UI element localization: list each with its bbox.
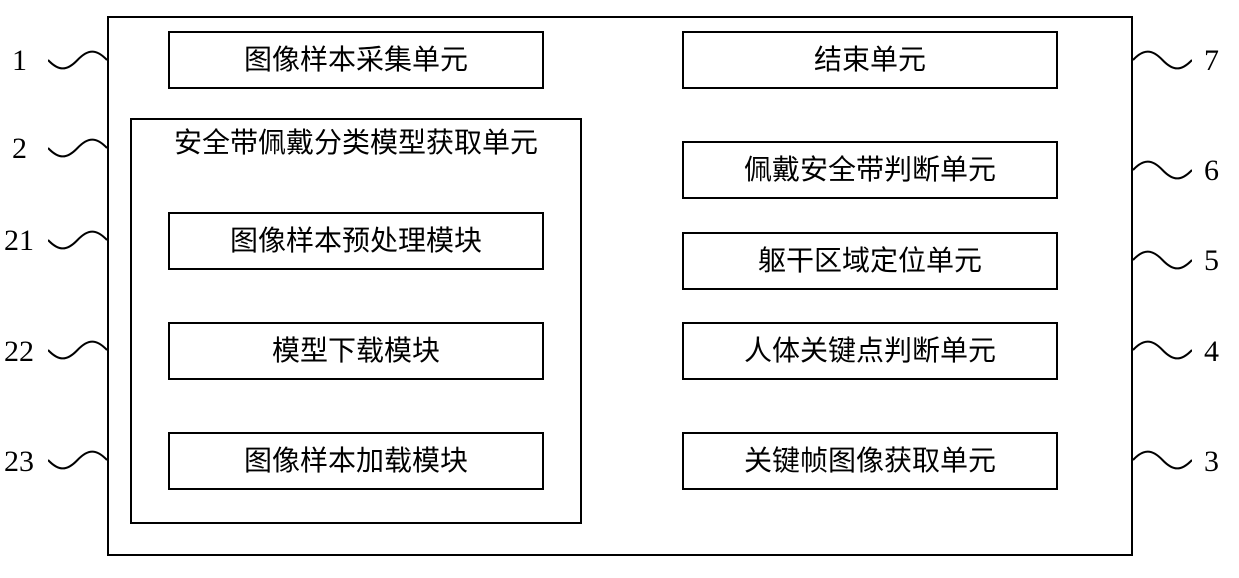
unit-body-keypoint-judge: 人体关键点判断单元 (682, 322, 1058, 380)
connector-7 (1133, 50, 1192, 70)
ref-label-3: 3 (1204, 445, 1219, 479)
connector-4 (1133, 340, 1192, 360)
unit-body-keypoint-judge-label: 人体关键点判断单元 (744, 334, 996, 369)
connector-2 (48, 138, 107, 158)
unit-torso-region-locate-label: 躯干区域定位单元 (758, 244, 982, 279)
unit-image-sample-collect-label: 图像样本采集单元 (244, 43, 468, 78)
module-image-sample-preprocess-label: 图像样本预处理模块 (230, 224, 482, 259)
connector-23 (48, 450, 107, 470)
module-image-sample-load-label: 图像样本加载模块 (244, 444, 468, 479)
ref-label-21: 21 (4, 224, 34, 258)
unit-end-label: 结束单元 (814, 43, 926, 78)
ref-label-1: 1 (12, 44, 27, 78)
module-image-sample-load: 图像样本加载模块 (168, 432, 544, 490)
ref-label-4: 4 (1204, 335, 1219, 369)
connector-22 (48, 340, 107, 360)
module-model-download: 模型下载模块 (168, 322, 544, 380)
unit-seatbelt-worn-judge-label: 佩戴安全带判断单元 (744, 153, 996, 188)
unit-seatbelt-classification-model-title: 安全带佩戴分类模型获取单元 (132, 126, 580, 161)
ref-label-7: 7 (1204, 44, 1219, 78)
connector-3 (1133, 450, 1192, 470)
unit-keyframe-image-acquire: 关键帧图像获取单元 (682, 432, 1058, 490)
module-model-download-label: 模型下载模块 (272, 334, 440, 369)
connector-1 (48, 50, 107, 70)
unit-torso-region-locate: 躯干区域定位单元 (682, 232, 1058, 290)
unit-seatbelt-worn-judge: 佩戴安全带判断单元 (682, 141, 1058, 199)
ref-label-6: 6 (1204, 154, 1219, 188)
ref-label-22: 22 (4, 335, 34, 369)
connector-5 (1133, 250, 1192, 270)
connector-21 (48, 230, 107, 250)
unit-end: 结束单元 (682, 31, 1058, 89)
connector-6 (1133, 160, 1192, 180)
ref-label-5: 5 (1204, 244, 1219, 278)
ref-label-2: 2 (12, 132, 27, 166)
ref-label-23: 23 (4, 445, 34, 479)
module-image-sample-preprocess: 图像样本预处理模块 (168, 212, 544, 270)
unit-keyframe-image-acquire-label: 关键帧图像获取单元 (744, 444, 996, 479)
unit-image-sample-collect: 图像样本采集单元 (168, 31, 544, 89)
